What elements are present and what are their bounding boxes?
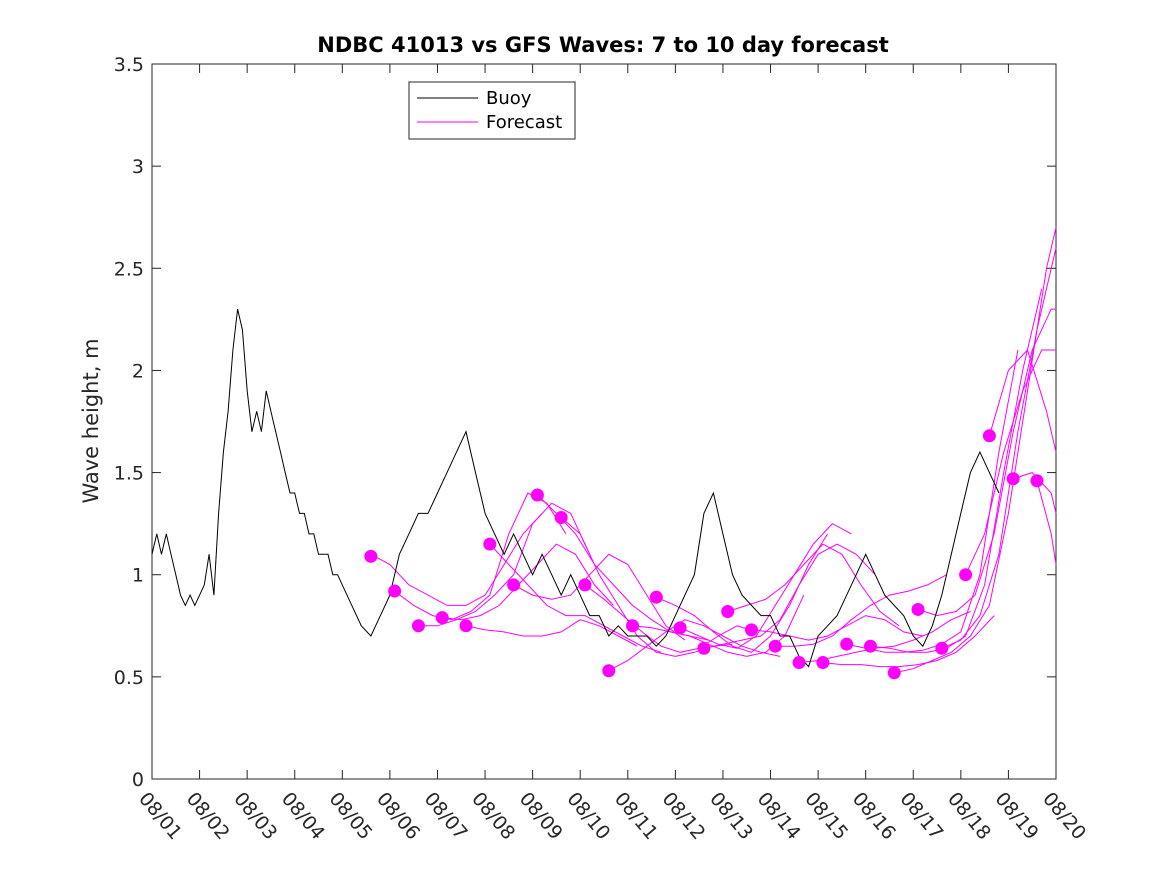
legend: Buoy Forecast (408, 81, 576, 140)
chart-title: NDBC 41013 vs GFS Waves: 7 to 10 day for… (317, 33, 888, 57)
axes-frame (151, 63, 1057, 780)
forecast-line (822, 615, 995, 668)
forecast-marker (411, 619, 425, 633)
y-tick-label: 2.5 (114, 258, 144, 280)
forecast-line (941, 247, 1057, 649)
forecast-marker (530, 488, 544, 502)
forecast-line (751, 615, 923, 641)
forecast-marker (435, 611, 449, 625)
forecast-marker (1006, 472, 1020, 486)
forecast-marker (673, 621, 687, 635)
forecast-marker (816, 656, 830, 670)
forecast-marker (483, 537, 497, 551)
forecast-marker (744, 623, 758, 637)
forecast-line (442, 543, 614, 621)
y-axis-label: Wave height, m (79, 338, 103, 503)
forecast-marker (887, 666, 901, 680)
y-tick-label: 1.5 (114, 463, 144, 485)
forecast-line (465, 619, 638, 647)
y-tick-label: 0 (132, 769, 144, 791)
forecast-line (489, 543, 662, 653)
forecast-marker (697, 641, 711, 655)
forecast-line (1036, 480, 1057, 565)
forecast-line (584, 584, 757, 653)
forecast-line (727, 543, 900, 627)
y-tick-label: 2 (132, 360, 144, 382)
forecast-line (775, 574, 947, 647)
forecast-marker (1030, 474, 1044, 488)
forecast-marker (721, 604, 735, 618)
forecast-line (988, 349, 1057, 453)
forecast-marker (459, 619, 473, 633)
forecast-marker (649, 590, 663, 604)
forecast-line (703, 543, 876, 649)
forecast-line (370, 513, 543, 606)
forecast-line (965, 349, 1056, 575)
forecast-marker (840, 637, 854, 651)
forecast-marker (863, 639, 877, 653)
y-tick-label: 0.5 (114, 667, 144, 689)
forecast-line (679, 522, 852, 649)
forecast-marker (507, 578, 521, 592)
y-tick-label: 3.5 (114, 54, 144, 76)
forecast-line (513, 553, 686, 641)
forecast-marker (959, 568, 973, 582)
forecast-marker (388, 584, 402, 598)
forecast-marker (911, 602, 925, 616)
forecast-marker (982, 429, 996, 443)
forecast-line (418, 502, 591, 627)
legend-forecast-label: Forecast (486, 112, 562, 133)
y-tick-label: 1 (132, 565, 144, 587)
legend-box (408, 81, 576, 140)
forecast-marker (554, 511, 568, 525)
forecast-line (917, 308, 1056, 617)
forecast-marker (602, 664, 616, 678)
y-tick-label: 3 (132, 156, 144, 178)
forecast-marker (768, 639, 782, 653)
forecast-marker (578, 578, 592, 592)
forecast-line (608, 619, 781, 672)
forecast-marker (792, 656, 806, 670)
buoy-line (151, 308, 1000, 668)
forecast-marker (364, 549, 378, 563)
legend-buoy-label: Buoy (486, 88, 532, 109)
forecast-marker (935, 641, 949, 655)
forecast-marker (626, 619, 640, 633)
